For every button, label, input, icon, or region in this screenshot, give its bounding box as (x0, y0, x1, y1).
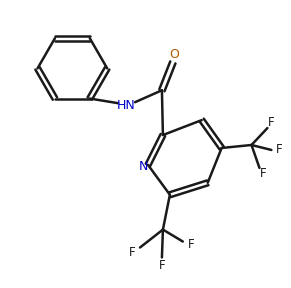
Text: F: F (268, 115, 275, 129)
Text: F: F (129, 246, 135, 259)
Text: HN: HN (117, 99, 136, 112)
Text: F: F (187, 238, 194, 251)
Text: O: O (169, 48, 179, 61)
Text: N: N (138, 160, 148, 173)
Text: F: F (260, 167, 267, 180)
Text: F: F (159, 259, 165, 272)
Text: F: F (276, 143, 283, 156)
